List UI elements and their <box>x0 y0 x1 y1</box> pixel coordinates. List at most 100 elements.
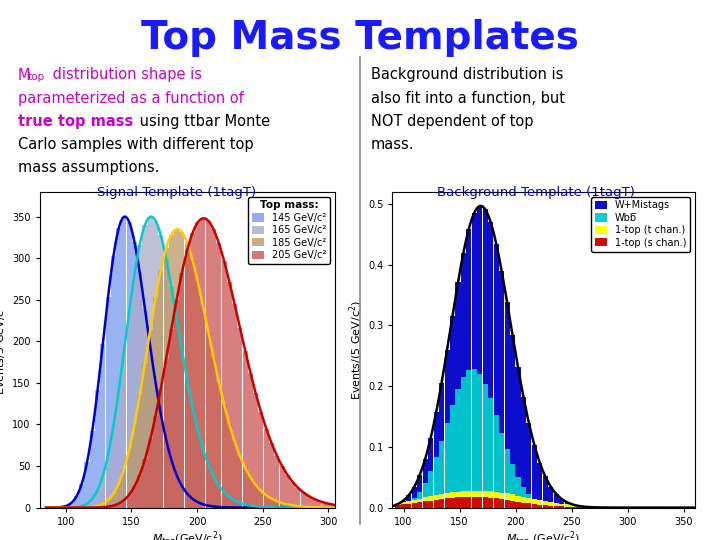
Bar <box>258 507 264 508</box>
Bar <box>211 507 216 508</box>
Bar <box>184 494 189 508</box>
Bar <box>494 415 499 508</box>
Text: Background Template (1tagT): Background Template (1tagT) <box>438 186 635 199</box>
X-axis label: $M_{top}$(GeV/c$^2$): $M_{top}$(GeV/c$^2$) <box>152 529 222 540</box>
Bar <box>195 502 200 508</box>
Bar <box>127 495 132 508</box>
Bar <box>516 367 521 508</box>
Bar <box>322 503 327 508</box>
Bar <box>184 242 189 508</box>
Bar <box>483 491 487 508</box>
Bar <box>238 456 243 508</box>
Bar <box>521 397 526 508</box>
Bar <box>195 430 200 508</box>
Bar <box>428 471 433 508</box>
Bar <box>169 460 174 508</box>
Bar <box>138 475 143 508</box>
Bar <box>586 507 591 508</box>
Bar <box>537 505 542 508</box>
Bar <box>132 275 137 508</box>
Text: M: M <box>18 68 30 83</box>
Bar <box>483 210 487 508</box>
Bar <box>179 350 184 508</box>
Bar <box>153 416 158 508</box>
Bar <box>179 273 184 508</box>
Bar <box>554 503 559 508</box>
Bar <box>163 359 168 508</box>
Bar <box>564 504 570 508</box>
Bar <box>412 503 417 508</box>
Bar <box>412 500 417 508</box>
Bar <box>179 486 184 508</box>
Bar <box>401 504 406 508</box>
Bar <box>285 504 290 508</box>
Bar <box>472 213 477 508</box>
Bar <box>211 476 216 508</box>
Bar <box>148 217 153 508</box>
Bar <box>444 423 449 508</box>
Bar <box>106 500 111 508</box>
Text: Top Mass Templates: Top Mass Templates <box>141 19 579 57</box>
Bar <box>472 497 477 508</box>
Bar <box>406 502 411 508</box>
Bar <box>505 500 510 508</box>
Bar <box>132 242 137 508</box>
Bar <box>143 459 148 508</box>
Bar <box>510 495 515 508</box>
Bar <box>163 248 168 508</box>
Bar <box>570 505 575 508</box>
Bar <box>206 505 211 508</box>
Text: NOT dependent of top: NOT dependent of top <box>371 114 534 129</box>
Bar <box>190 499 195 508</box>
Bar <box>301 507 306 508</box>
Bar <box>505 302 510 508</box>
Bar <box>461 253 466 508</box>
Bar <box>264 495 269 508</box>
Bar <box>227 424 232 508</box>
Y-axis label: Events/(5 GeV/c$^2$): Events/(5 GeV/c$^2$) <box>348 300 365 400</box>
Bar <box>477 206 482 508</box>
Bar <box>79 484 84 508</box>
Bar <box>100 476 105 508</box>
Bar <box>122 352 127 508</box>
Bar <box>122 217 127 508</box>
Bar <box>269 443 274 508</box>
Bar <box>216 382 221 508</box>
Bar <box>395 504 400 508</box>
Bar <box>406 501 411 508</box>
Bar <box>418 502 423 508</box>
Bar <box>216 485 221 508</box>
Bar <box>143 225 148 508</box>
Bar <box>570 507 575 508</box>
Bar <box>510 501 515 508</box>
Bar <box>461 491 466 508</box>
Bar <box>111 426 116 508</box>
Bar <box>158 270 163 508</box>
Bar <box>488 498 493 508</box>
Bar <box>279 466 284 508</box>
Bar <box>548 487 553 508</box>
Bar <box>190 233 195 508</box>
Bar <box>248 477 253 508</box>
Bar <box>499 271 504 508</box>
Bar <box>439 441 444 508</box>
Bar <box>153 382 158 508</box>
Bar <box>100 343 105 508</box>
Text: mass assumptions.: mass assumptions. <box>18 160 159 176</box>
Bar <box>238 503 243 508</box>
Bar <box>423 497 428 508</box>
Bar <box>516 477 521 508</box>
Bar <box>510 335 515 508</box>
Bar <box>575 505 580 508</box>
Bar <box>554 494 559 508</box>
Bar <box>243 504 248 508</box>
Bar <box>127 312 132 508</box>
Bar <box>279 503 284 508</box>
Bar <box>439 499 444 508</box>
Bar <box>111 494 116 508</box>
Bar <box>306 507 311 508</box>
Bar <box>559 503 564 508</box>
Text: parameterized as a function of: parameterized as a function of <box>18 91 244 106</box>
Bar <box>564 502 570 508</box>
Bar <box>401 502 406 508</box>
